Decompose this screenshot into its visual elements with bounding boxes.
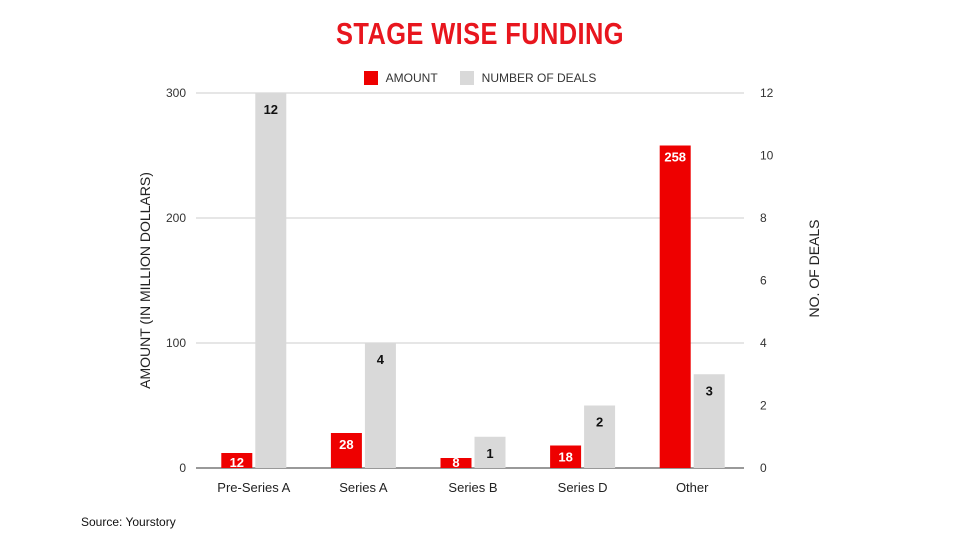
y-tick-label: 300: [166, 86, 186, 100]
deals-bar: [364, 343, 396, 468]
x-tick-label: Series B: [448, 480, 497, 495]
amount-bar: [221, 453, 253, 468]
deals-data-label: 2: [596, 415, 603, 430]
amount-data-label: 28: [339, 437, 353, 452]
y2-tick-label: 10: [760, 149, 774, 163]
y-tick-label: 200: [166, 211, 186, 225]
y2-tick-label: 4: [760, 336, 767, 350]
x-tick-label: Series A: [339, 480, 388, 495]
chart-title: STAGE WISE FUNDING: [336, 16, 624, 51]
deals-bar: [693, 374, 725, 468]
amount-data-label: 258: [664, 150, 686, 165]
deals-data-label: 4: [377, 352, 385, 367]
amount-bar: [550, 445, 582, 468]
legend-swatch-amount: [363, 71, 378, 85]
amount-bar: [440, 458, 472, 468]
y2-tick-label: 6: [760, 274, 767, 288]
y2-tick-label: 8: [760, 211, 767, 225]
deals-bar: [474, 436, 506, 468]
deals-data-label: 1: [486, 446, 493, 461]
deals-bar: [255, 93, 287, 468]
deals-bar: [584, 405, 616, 468]
x-tick-label: Other: [676, 480, 709, 495]
deals-data-label: 3: [706, 383, 713, 398]
y-tick-label: 0: [179, 461, 186, 475]
x-tick-label: Series D: [558, 480, 608, 495]
amount-data-label: 12: [230, 455, 244, 470]
y2-tick-label: 0: [760, 461, 767, 475]
chart-legend: AMOUNT NUMBER OF DEALS: [0, 71, 960, 85]
legend-label-deals: NUMBER OF DEALS: [481, 71, 597, 85]
deals-data-label: 12: [264, 102, 278, 117]
source-note: Source: Yourstory: [81, 515, 176, 529]
amount-bar: [330, 433, 362, 468]
legend-item-deals: NUMBER OF DEALS: [459, 71, 597, 85]
y-tick-label: 100: [166, 336, 186, 350]
x-tick-label: Pre-Series A: [217, 480, 290, 495]
legend-item-amount: AMOUNT: [363, 71, 438, 85]
legend-label-amount: AMOUNT: [385, 71, 438, 85]
legend-swatch-deals: [459, 71, 474, 85]
amount-data-label: 18: [558, 450, 572, 465]
y2-tick-label: 12: [760, 86, 774, 100]
y-axis-title: AMOUNT (IN MILLION DOLLARS): [137, 172, 153, 389]
y2-axis-title: NO. OF DEALS: [806, 219, 822, 317]
amount-data-label: 8: [452, 455, 459, 470]
y2-tick-label: 2: [760, 399, 767, 413]
amount-bar: [659, 145, 691, 468]
